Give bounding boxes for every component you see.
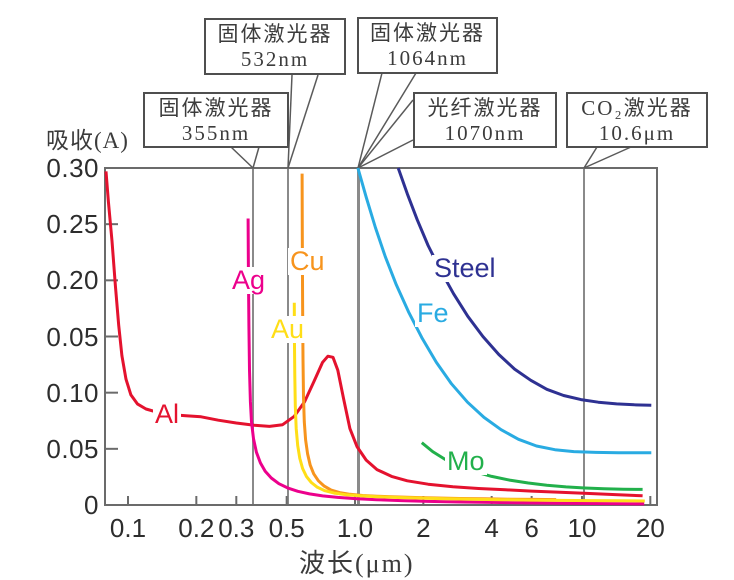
- curve-label-al: Al: [153, 399, 182, 429]
- curve-label-steel: Steel: [432, 253, 498, 283]
- annotation-leader-line: [252, 146, 260, 169]
- annotation-leader-line: [357, 72, 383, 169]
- laser-annotation-box-1070nm: 光纤激光器 1070nm: [413, 92, 557, 148]
- x-tick-label-0.3: 0.3: [218, 513, 255, 543]
- laser-annotation-box-1064nm: 固体激光器 1064nm: [357, 17, 498, 74]
- y-tick-label-2: 0.20: [46, 265, 99, 296]
- curve-label-mo: Mo: [445, 446, 487, 476]
- x-tick-label-0.5: 0.5: [268, 513, 305, 543]
- y-tick-label-1: 0.25: [46, 209, 99, 240]
- curve-label-fe: Fe: [415, 298, 451, 328]
- y-tick-label-6: 0: [84, 490, 99, 520]
- curve-label-ag: Ag: [230, 265, 268, 295]
- laser-annotation-box-532nm: 固体激光器 532nm: [204, 18, 346, 75]
- y-axis-title: 吸收(A): [46, 128, 129, 153]
- x-tick-label-20: 20: [635, 513, 665, 543]
- laser-annotation-box-355nm: 固体激光器 355nm: [143, 92, 289, 148]
- x-tick-label-4: 4: [484, 513, 499, 543]
- x-tick-label-6: 6: [524, 513, 539, 543]
- annotation-leader-line: [287, 74, 293, 169]
- annotation-leader-line: [230, 146, 254, 169]
- laser-annotation-name: 固体激光器: [217, 22, 333, 46]
- y-tick-label-4: 0.10: [46, 377, 99, 408]
- curve-label-cu: Cu: [288, 246, 327, 276]
- y-tick-label-0: 0.30: [46, 153, 99, 183]
- plot-border: [104, 167, 658, 506]
- annotation-leader-line: [287, 74, 319, 169]
- annotation-leader-line: [357, 72, 417, 169]
- laser-annotation-value: 1070nm: [444, 121, 526, 145]
- laser-annotation-value: 532nm: [240, 47, 310, 71]
- laser-annotation-value: 1064nm: [387, 46, 468, 70]
- x-tick-label-2: 2: [416, 513, 431, 543]
- x-axis-title: 波长(μm): [299, 549, 415, 578]
- series-steel-curve: [396, 167, 652, 407]
- series-au-curve: [292, 302, 645, 503]
- laser-annotation-value: 355nm: [181, 121, 251, 145]
- series-al-curve: [104, 171, 643, 498]
- y-tick-label-3: 0.05: [46, 321, 99, 352]
- x-tick-label-10: 10: [567, 513, 597, 543]
- series-fe-curve: [356, 167, 652, 455]
- x-tick-label-1.0: 1.0: [336, 513, 374, 543]
- annotation-leader-line: [357, 139, 414, 169]
- y-tick-label-5: 0.05: [46, 433, 99, 464]
- laser-annotation-name: 固体激光器: [370, 21, 485, 45]
- series-cu-curve: [300, 173, 557, 502]
- laser-annotation-box-10.6μm: CO₂激光器 10.6μm: [566, 92, 708, 148]
- annotation-leader-line: [583, 146, 632, 169]
- laser-annotation-name: CO₂激光器: [581, 96, 693, 120]
- annotation-leader-line: [583, 146, 598, 169]
- series-ag-curve: [246, 218, 645, 506]
- x-tick-label-0.2: 0.2: [178, 513, 215, 543]
- x-tick-label-0.1: 0.1: [109, 513, 147, 543]
- annotation-leader-line: [357, 99, 414, 169]
- curve-label-au: Au: [269, 314, 307, 344]
- laser-annotation-value: 10.6μm: [598, 121, 676, 145]
- laser-annotation-name: 固体激光器: [158, 96, 274, 120]
- laser-annotation-name: 光纤激光器: [427, 96, 543, 120]
